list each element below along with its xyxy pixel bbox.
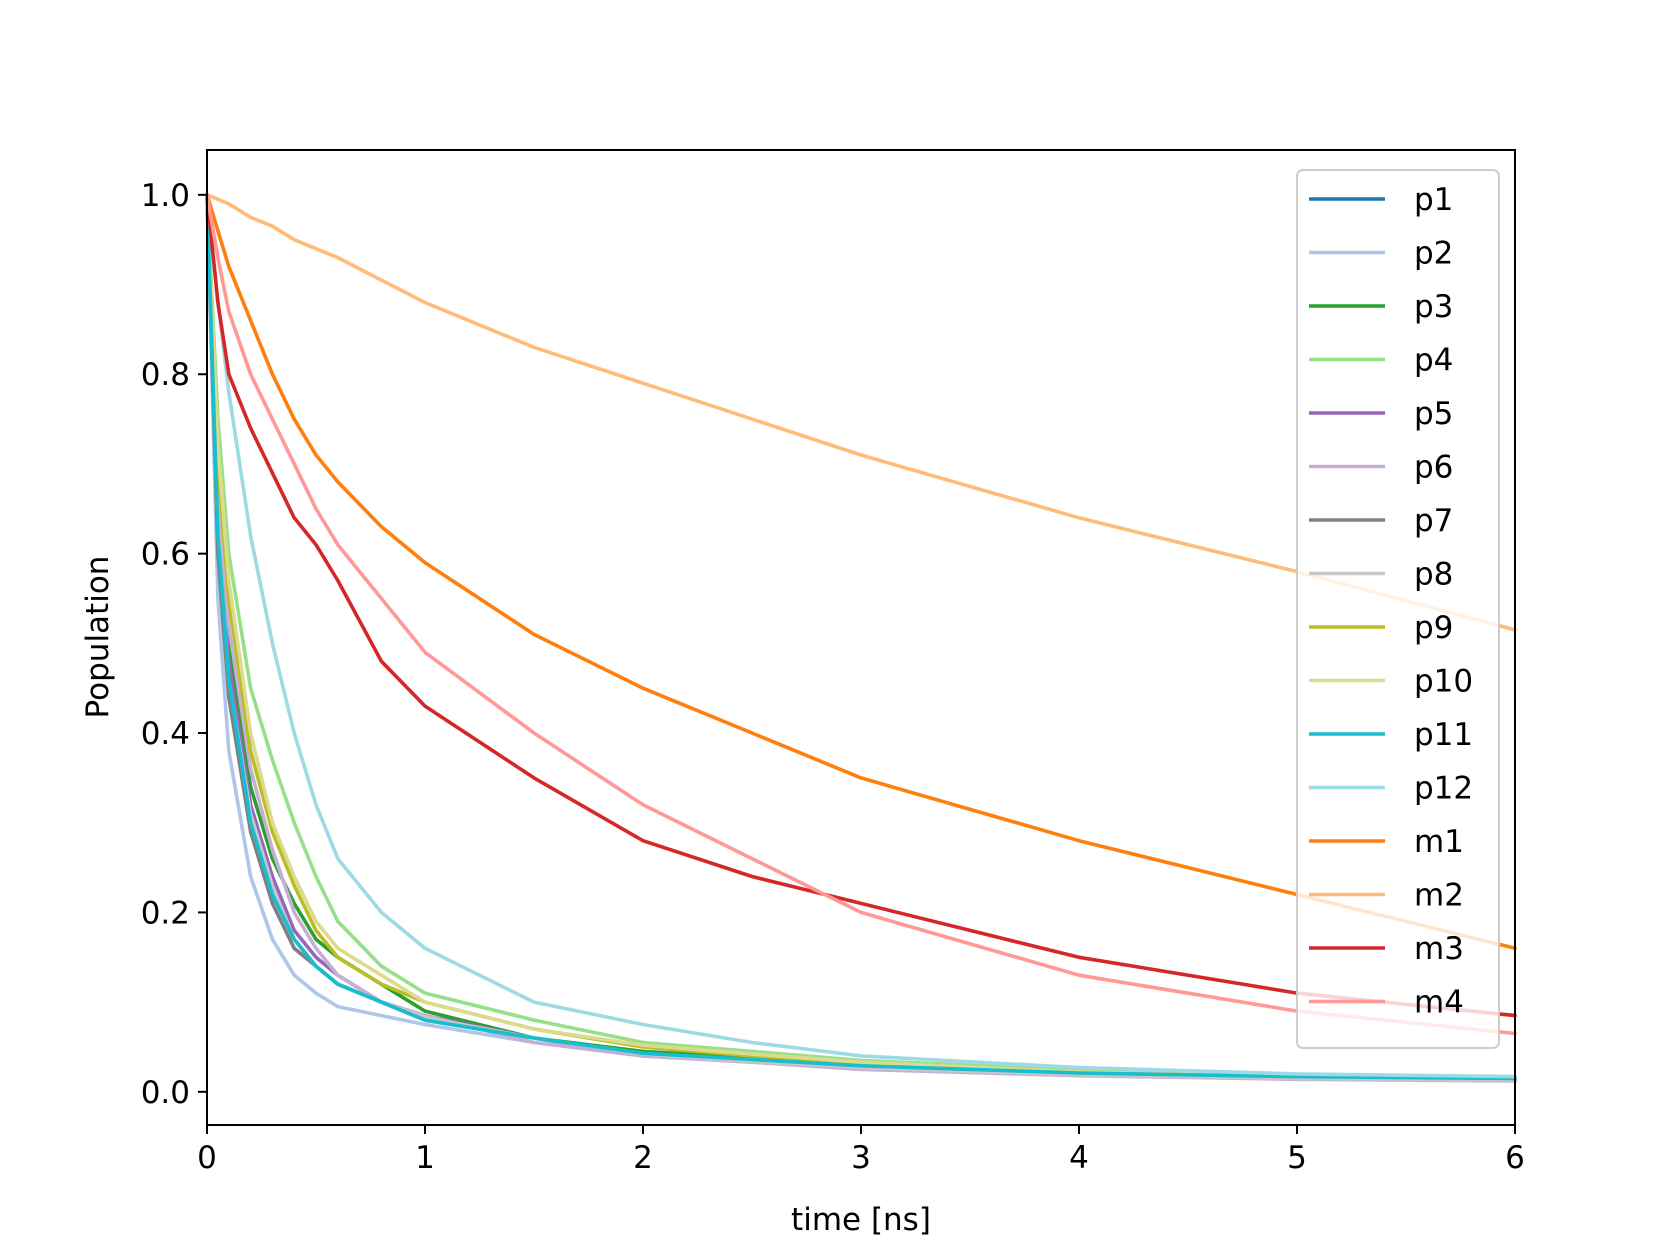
legend-label-m1: m1 <box>1414 824 1464 860</box>
y-tick-label: 1.0 <box>141 178 190 214</box>
legend-label-p8: p8 <box>1414 557 1453 593</box>
x-axis: 0 1 2 3 4 5 6 <box>197 1125 1525 1176</box>
y-axis: 0.0 0.2 0.4 0.6 0.8 1.0 <box>141 178 207 1111</box>
legend-label-p2: p2 <box>1414 236 1453 272</box>
y-tick-label: 0.4 <box>141 716 190 752</box>
legend: p1 p2 p3 p4 p5 p6 p7 p8 p9 p10 p11 p12 m1 m2 m3 m4 <box>1296 169 1500 1049</box>
legend-label-p9: p9 <box>1414 610 1453 646</box>
legend-label-p3: p3 <box>1414 289 1453 325</box>
x-tick-label: 0 <box>197 1140 217 1176</box>
legend-label-p4: p4 <box>1414 343 1453 379</box>
legend-label-p1: p1 <box>1414 182 1453 218</box>
x-tick-label: 5 <box>1287 1140 1307 1176</box>
legend-label-m3: m3 <box>1414 931 1464 967</box>
legend-label-p10: p10 <box>1414 664 1473 700</box>
y-tick-label: 0.0 <box>141 1075 190 1111</box>
series-line-p10 <box>205 193 1517 1081</box>
x-tick-label: 2 <box>633 1140 653 1176</box>
series-line-m1 <box>205 193 1517 951</box>
legend-label-p11: p11 <box>1414 717 1473 753</box>
x-tick-label: 6 <box>1505 1140 1525 1176</box>
x-tick-label: 1 <box>415 1140 435 1176</box>
series-line-p12 <box>205 193 1517 1079</box>
series-line-m3 <box>205 193 1517 1018</box>
y-tick-label: 0.8 <box>141 357 190 393</box>
series-line-m2 <box>205 193 1517 632</box>
legend-label-p12: p12 <box>1414 771 1473 807</box>
legend-box <box>1296 169 1500 1049</box>
legend-label-p5: p5 <box>1414 396 1453 432</box>
x-tick-label: 4 <box>1069 1140 1089 1176</box>
x-axis-label: time [ns] <box>791 1202 931 1238</box>
y-tick-label: 0.6 <box>141 537 190 573</box>
legend-label-m4: m4 <box>1414 985 1464 1021</box>
legend-label-p6: p6 <box>1414 450 1453 486</box>
y-axis-label: Population <box>80 556 116 719</box>
legend-label-m2: m2 <box>1414 878 1464 914</box>
legend-label-p7: p7 <box>1414 503 1453 539</box>
series-line-m4 <box>205 193 1517 1036</box>
x-tick-label: 3 <box>851 1140 871 1176</box>
series-line-p11 <box>205 193 1517 1081</box>
y-tick-label: 0.2 <box>141 895 190 931</box>
series-lines <box>205 193 1517 1083</box>
